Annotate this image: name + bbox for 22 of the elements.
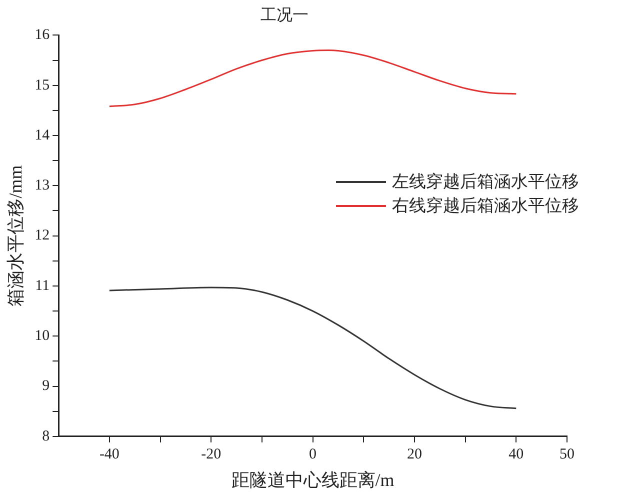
y-tick-label: 14 xyxy=(34,127,50,144)
x-tick-label: 20 xyxy=(406,446,422,462)
x-tick-label: 40 xyxy=(508,446,524,462)
x-tick-label: -20 xyxy=(201,446,222,462)
y-tick-label: 16 xyxy=(34,27,50,44)
legend-label: 左线穿越后箱涵水平位移 xyxy=(392,171,579,193)
y-tick-label: 10 xyxy=(34,328,50,344)
x-axis-title: 距隧道中心线距离/m xyxy=(231,470,394,490)
x-tick-label: 50 xyxy=(560,446,574,462)
y-tick-label: 12 xyxy=(34,228,50,244)
y-tick-label: 8 xyxy=(42,428,50,444)
y-tick-label: 11 xyxy=(35,278,50,294)
x-tick-label: 0 xyxy=(309,446,317,462)
y-tick-label: 9 xyxy=(42,378,50,394)
x-tick-label: -40 xyxy=(99,446,120,462)
y-tick-label: 13 xyxy=(34,178,50,194)
y-axis-title: 箱涵水平位移/mm xyxy=(6,165,26,306)
line-series xyxy=(108,286,517,410)
y-tick-label: 15 xyxy=(34,77,50,94)
legend-label: 右线穿越后箱涵水平位移 xyxy=(392,195,579,217)
line-series xyxy=(108,49,517,108)
chart-title: 工况一 xyxy=(260,6,308,24)
